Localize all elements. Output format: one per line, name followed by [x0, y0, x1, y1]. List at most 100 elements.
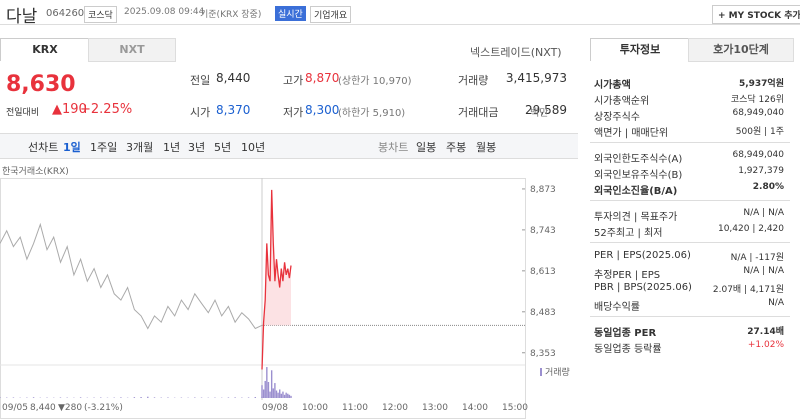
info-value: 68,949,040 — [732, 108, 784, 118]
info-label: 추정PER | EPS — [594, 270, 661, 281]
quote-value: 29,589 — [525, 103, 567, 117]
candle-tab: 월봉 — [476, 141, 497, 154]
price-area — [262, 189, 291, 370]
quote-note: 백만 — [530, 108, 549, 119]
prev-day-date: 09/05 — [2, 403, 28, 413]
nxt-link[interactable]: 넥스트레이드(NXT) — [470, 46, 562, 59]
tab-krx[interactable]: KRX — [0, 38, 90, 61]
quote-value: 8,370 — [216, 103, 251, 117]
info-value: 500원 | 1주 — [735, 127, 784, 137]
volume-legend: 거래량 — [545, 366, 570, 378]
group-divider — [590, 200, 790, 201]
info-value: 68,949,040 — [732, 150, 784, 160]
volume-bar — [32, 397, 35, 398]
realtime-badge[interactable]: 실시간 — [275, 6, 306, 21]
quote-note: (상한가 10,970) — [338, 76, 412, 87]
quote-label: 거래량 — [458, 74, 489, 87]
source-label: 한국거래소(KRX) — [2, 166, 69, 177]
x-tick-label: 12:00 — [382, 403, 408, 413]
change-label: 전일대비 — [6, 108, 40, 118]
x-tick-label: 13:00 — [422, 403, 448, 413]
volume-bar — [234, 397, 236, 398]
info-value: 2.07배 | 4,171원 — [712, 285, 784, 295]
market-badge: 코스닥 — [84, 6, 117, 23]
volume-bar — [167, 397, 169, 398]
quote-label: 저가 — [283, 106, 304, 119]
quote-label: 전일 — [190, 74, 211, 87]
volume-bar — [140, 397, 142, 398]
mystock-button[interactable]: + MY STOCK 추가 — [712, 5, 800, 24]
volume-bar — [267, 382, 270, 398]
price: 8,630 — [6, 72, 76, 97]
info-label: 외국인소진율(B/A) — [594, 186, 678, 197]
quote-value: 8,300 — [305, 103, 340, 117]
period-tab: 1년 — [163, 141, 181, 154]
info-value: N/A | N/A — [743, 266, 784, 276]
period-tab: 5년 — [214, 141, 232, 154]
quote-value: 3,415,973 — [505, 71, 567, 85]
x-tick-label: 09/08 — [262, 403, 288, 413]
info-value: N/A | -117원 — [730, 253, 784, 263]
volume-bar — [133, 397, 136, 398]
candle-tab: 일봉 — [416, 141, 437, 154]
info-label: 시가총액 — [594, 80, 631, 91]
volume-bar — [275, 390, 278, 398]
group-divider — [590, 142, 790, 143]
volume-bar — [12, 397, 15, 398]
info-label: PER | EPS(2025.06) — [594, 250, 691, 261]
info-label: 상장주식수 — [594, 112, 640, 123]
info-label: 시가총액순위 — [594, 96, 650, 107]
tab-invest[interactable]: 투자정보 — [590, 38, 690, 61]
price-chart: 한국거래소(KRX) 8,873 8,743 8,613 8,483 8,353 거래량 09… — [0, 166, 570, 419]
quote-value: 8,440 — [216, 71, 251, 85]
candle-tab: 주봉 — [446, 141, 467, 154]
volume-bar — [254, 397, 256, 398]
info-value: 27.14배 — [747, 327, 784, 337]
volume-bar — [287, 393, 289, 398]
y-tick-label: 8,613 — [530, 267, 556, 277]
info-label: 외국인한도주식수(A) — [594, 154, 683, 165]
chart-type: 봉차트 — [378, 141, 409, 154]
volume-bar — [194, 397, 196, 398]
info-value: +1.02% — [747, 340, 784, 350]
volume-bar — [0, 397, 1, 398]
volume-bar — [120, 397, 122, 398]
info-label: 외국인보유주식수(B) — [594, 170, 683, 181]
volume-bar — [153, 397, 156, 398]
stock-name: 다날 — [6, 7, 38, 27]
company-button[interactable]: 기업개요 — [310, 6, 352, 23]
quote-label: 시가 — [190, 106, 211, 119]
volume-bar — [277, 392, 279, 398]
tab-nxt[interactable]: NXT — [88, 38, 176, 62]
volume-bar — [100, 397, 102, 398]
info-label: 동일업종 등락률 — [594, 344, 662, 355]
prev-day-close: 8,440 — [30, 403, 56, 413]
info-value: 2.80% — [752, 182, 784, 192]
volume-legend-swatch — [540, 368, 542, 376]
info-value: N/A — [768, 298, 784, 308]
volume-bar — [290, 395, 292, 398]
price-line — [0, 222, 263, 330]
prev-day-change: ▼280 — [58, 403, 82, 413]
info-label: 배당수익률 — [594, 302, 640, 313]
volume-bar — [288, 394, 291, 398]
info-label: 액면가 | 매매단위 — [594, 128, 669, 139]
basis: 기준(KRX 장중) — [200, 10, 262, 20]
volume-bar — [266, 367, 268, 398]
x-tick-label: 15:00 — [502, 403, 528, 413]
info-value: 5,937억원 — [738, 79, 784, 89]
info-value: 1,927,379 — [738, 166, 784, 176]
volume-bar — [262, 389, 265, 398]
tab-orderbook[interactable]: 호가10단계 — [688, 38, 794, 62]
info-label: 동일업종 PER — [594, 328, 657, 339]
volume-bar — [285, 392, 287, 398]
quote-label: 거래대금 — [458, 106, 499, 119]
volume-bar — [269, 391, 271, 398]
quote-label: 고가 — [283, 74, 304, 87]
x-tick-label: 11:00 — [342, 403, 368, 413]
period-tab: 10년 — [241, 141, 266, 154]
volume-bar — [274, 383, 276, 398]
volume-bar — [264, 380, 266, 398]
price-line — [261, 189, 292, 370]
